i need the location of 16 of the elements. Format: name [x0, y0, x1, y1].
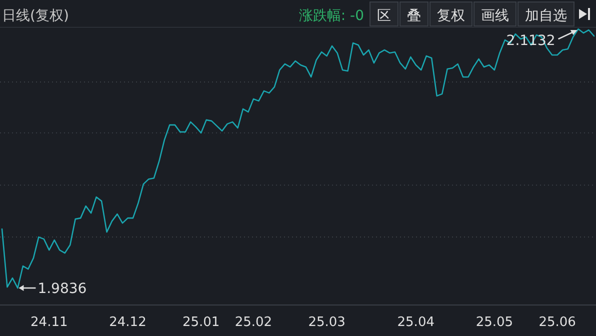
text: 加自选	[525, 8, 567, 24]
chart-title: 日线(复权)	[2, 8, 69, 24]
x-tick-label: 24.12	[109, 315, 146, 330]
text: 区	[377, 8, 391, 24]
text: 复权	[437, 8, 465, 24]
x-tick-label: 25.05	[476, 315, 514, 330]
data-label: 1.9836	[38, 281, 87, 298]
x-tick-label: 24.11	[30, 315, 68, 330]
text: 叠	[407, 8, 421, 24]
x-tick-label: 25.01	[182, 315, 220, 330]
x-tick-label: 25.02	[234, 315, 272, 330]
x-tick-label: 25.03	[308, 315, 346, 330]
x-tick-label: 25.06	[538, 315, 576, 330]
chart-subtitle: 涨跌幅: -0	[298, 8, 364, 24]
text: 画线	[481, 8, 509, 24]
x-tick-label: 25.04	[397, 315, 434, 330]
